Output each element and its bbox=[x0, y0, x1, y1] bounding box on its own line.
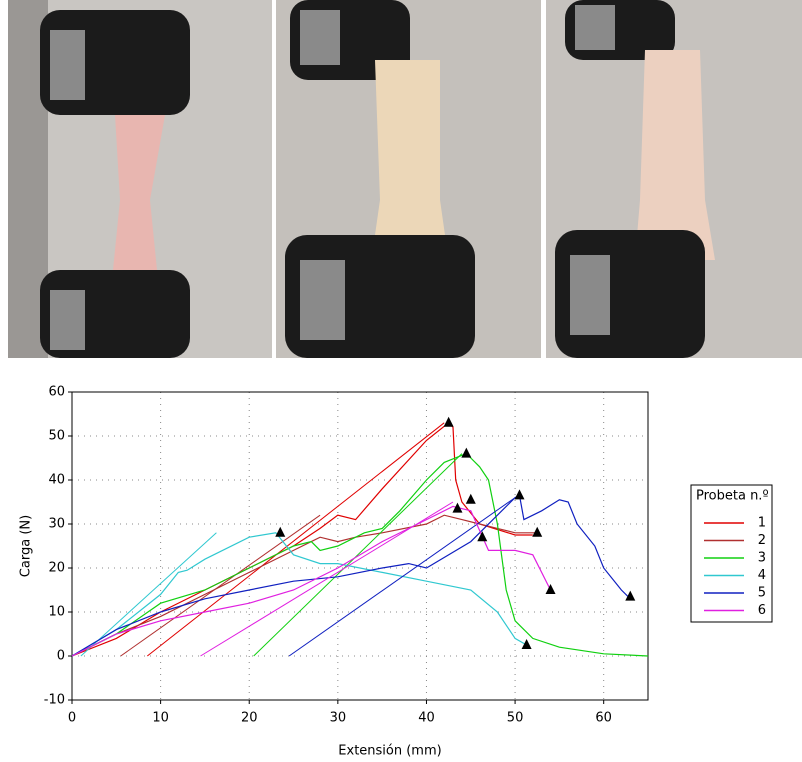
x-tick-label: 50 bbox=[507, 711, 524, 726]
y-tick-label: 10 bbox=[48, 605, 65, 620]
y-tick-label: 50 bbox=[48, 429, 65, 444]
y-tick-label: 60 bbox=[48, 385, 65, 400]
failure-marker bbox=[532, 526, 543, 537]
series-line bbox=[71, 494, 631, 657]
series-line bbox=[71, 514, 538, 657]
y-tick-label: -10 bbox=[44, 693, 65, 708]
legend-label: 2 bbox=[758, 533, 766, 548]
clamp-bolt bbox=[50, 30, 85, 100]
y-tick-label: 30 bbox=[48, 517, 65, 532]
y-tick-label: 20 bbox=[48, 561, 65, 576]
x-axis-label: Extensión (mm) bbox=[338, 744, 441, 759]
failure-marker bbox=[443, 416, 454, 427]
failure-marker bbox=[477, 531, 488, 542]
tangent-line bbox=[80, 532, 217, 657]
series-line bbox=[71, 452, 649, 657]
clamp-bolt bbox=[575, 5, 615, 50]
legend-label: 6 bbox=[758, 603, 766, 618]
failure-marker bbox=[521, 639, 532, 649]
tangent-line bbox=[120, 514, 321, 657]
x-tick-label: 60 bbox=[595, 711, 612, 726]
y-axis-label: Carga (N) bbox=[19, 515, 34, 577]
series-line bbox=[71, 505, 552, 657]
x-tick-label: 10 bbox=[152, 711, 169, 726]
clamp-bolt bbox=[570, 255, 610, 335]
y-tick-label: 0 bbox=[57, 649, 65, 664]
specimen bbox=[110, 115, 165, 300]
failure-marker bbox=[514, 489, 525, 500]
failure-marker bbox=[452, 502, 463, 513]
x-tick-label: 0 bbox=[68, 711, 76, 726]
x-tick-label: 30 bbox=[330, 711, 347, 726]
y-tick-label: 40 bbox=[48, 473, 65, 488]
clamp-bolt bbox=[300, 260, 345, 340]
tangent-line bbox=[288, 497, 516, 657]
series-line bbox=[71, 532, 527, 657]
specimen bbox=[635, 50, 715, 260]
failure-marker bbox=[465, 493, 476, 504]
failure-marker bbox=[461, 447, 472, 458]
legend-label: 1 bbox=[758, 516, 766, 531]
x-tick-label: 20 bbox=[241, 711, 258, 726]
x-tick-label: 40 bbox=[418, 711, 435, 726]
legend-label: 5 bbox=[758, 586, 766, 601]
failure-marker bbox=[275, 526, 286, 537]
legend-label: 4 bbox=[758, 568, 766, 583]
plot-frame bbox=[71, 391, 649, 701]
legend-title: Probeta n.º bbox=[696, 489, 769, 504]
tangent-line bbox=[146, 422, 445, 657]
series-line bbox=[71, 421, 533, 657]
clamp-bolt bbox=[50, 290, 85, 350]
photos bbox=[8, 0, 802, 358]
failure-marker bbox=[545, 584, 556, 594]
legend-label: 3 bbox=[758, 551, 766, 566]
specimen bbox=[370, 60, 450, 270]
clamp-bolt bbox=[300, 10, 340, 65]
tangent-line bbox=[253, 453, 463, 657]
legend-box bbox=[690, 484, 773, 623]
failure-marker bbox=[625, 590, 636, 601]
